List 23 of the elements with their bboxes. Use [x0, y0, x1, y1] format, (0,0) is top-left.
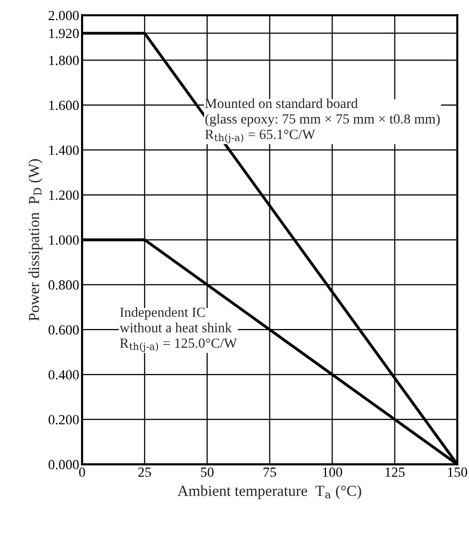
y-tick-label: 1.000	[49, 235, 79, 245]
y-tick-label: 0.800	[48, 280, 79, 290]
x-tick-label: 0	[79, 468, 86, 477]
y-tick-label: 0.400	[48, 370, 79, 380]
y-tick-label: 0.200	[48, 415, 79, 424]
y-tick-label: 1.200	[49, 190, 79, 200]
x-tick-label: 75	[264, 468, 276, 477]
y-tick-label: 1.400	[49, 146, 79, 155]
x-axis-title: Ambient temperature T$_{a}$ (°C)	[178, 485, 362, 500]
y-tick-label: 2.000	[48, 10, 79, 20]
x-tick-label: 100	[323, 468, 342, 477]
x-tick-label: 25	[138, 468, 152, 477]
x-tick-label: 50	[201, 468, 214, 477]
y-tick-label: 0.600	[48, 325, 79, 335]
y-tick-label: 1.920	[49, 28, 79, 38]
y-tick-label: 1.800	[49, 56, 79, 66]
y-tick-label: 0.000	[48, 460, 79, 470]
annotation: Independent IC without a heat shink R$_{th(j-a)}$ = 125.0°C/W	[120, 307, 237, 352]
annotation: Mounted on standard board (glass epoxy: 75 mm × 75 mm × t0.8 mm) R$_{th(j-a)}$ = 65.1°C/W	[205, 98, 440, 144]
y-tick-label: 1.600	[49, 100, 79, 110]
x-tick-label: 125	[386, 468, 405, 477]
y-axis-title: Power dissipation P$_{D}$ (W)	[28, 159, 42, 321]
x-tick-label: 150	[448, 468, 468, 477]
